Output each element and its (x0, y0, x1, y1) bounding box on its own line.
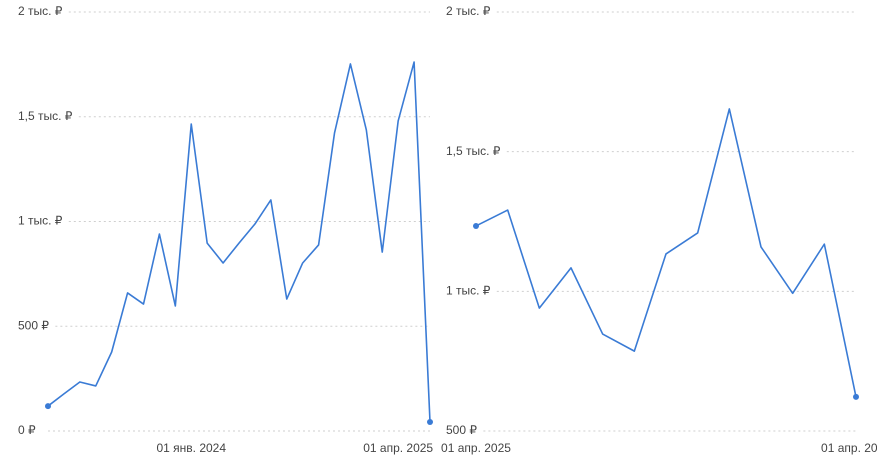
y-tick-label: 0 ₽ (18, 423, 36, 437)
end-point (853, 393, 859, 400)
y-tick-label: 1,5 тыс. ₽ (18, 109, 73, 123)
y-tick-label: 500 ₽ (18, 318, 49, 332)
y-tick-label: 2 тыс. ₽ (18, 4, 63, 18)
y-tick-label: 1 тыс. ₽ (446, 284, 491, 298)
y-tick-label: 500 ₽ (446, 423, 477, 437)
end-point (473, 222, 479, 229)
end-point (45, 403, 51, 410)
x-tick-label: 01 апр. 2026 (821, 441, 877, 455)
x-tick-label: 01 апр. 2025 (363, 441, 433, 455)
y-tick-label: 2 тыс. ₽ (446, 4, 491, 18)
end-point (427, 418, 433, 425)
x-tick-label: 01 апр. 2025 (441, 441, 511, 455)
line (47, 61, 431, 423)
x-tick-label: 01 янв. 2024 (156, 441, 226, 455)
y-tick-label: 1,5 тыс. ₽ (446, 144, 501, 158)
y-tick-label: 1 тыс. ₽ (18, 214, 63, 228)
line (475, 108, 857, 398)
